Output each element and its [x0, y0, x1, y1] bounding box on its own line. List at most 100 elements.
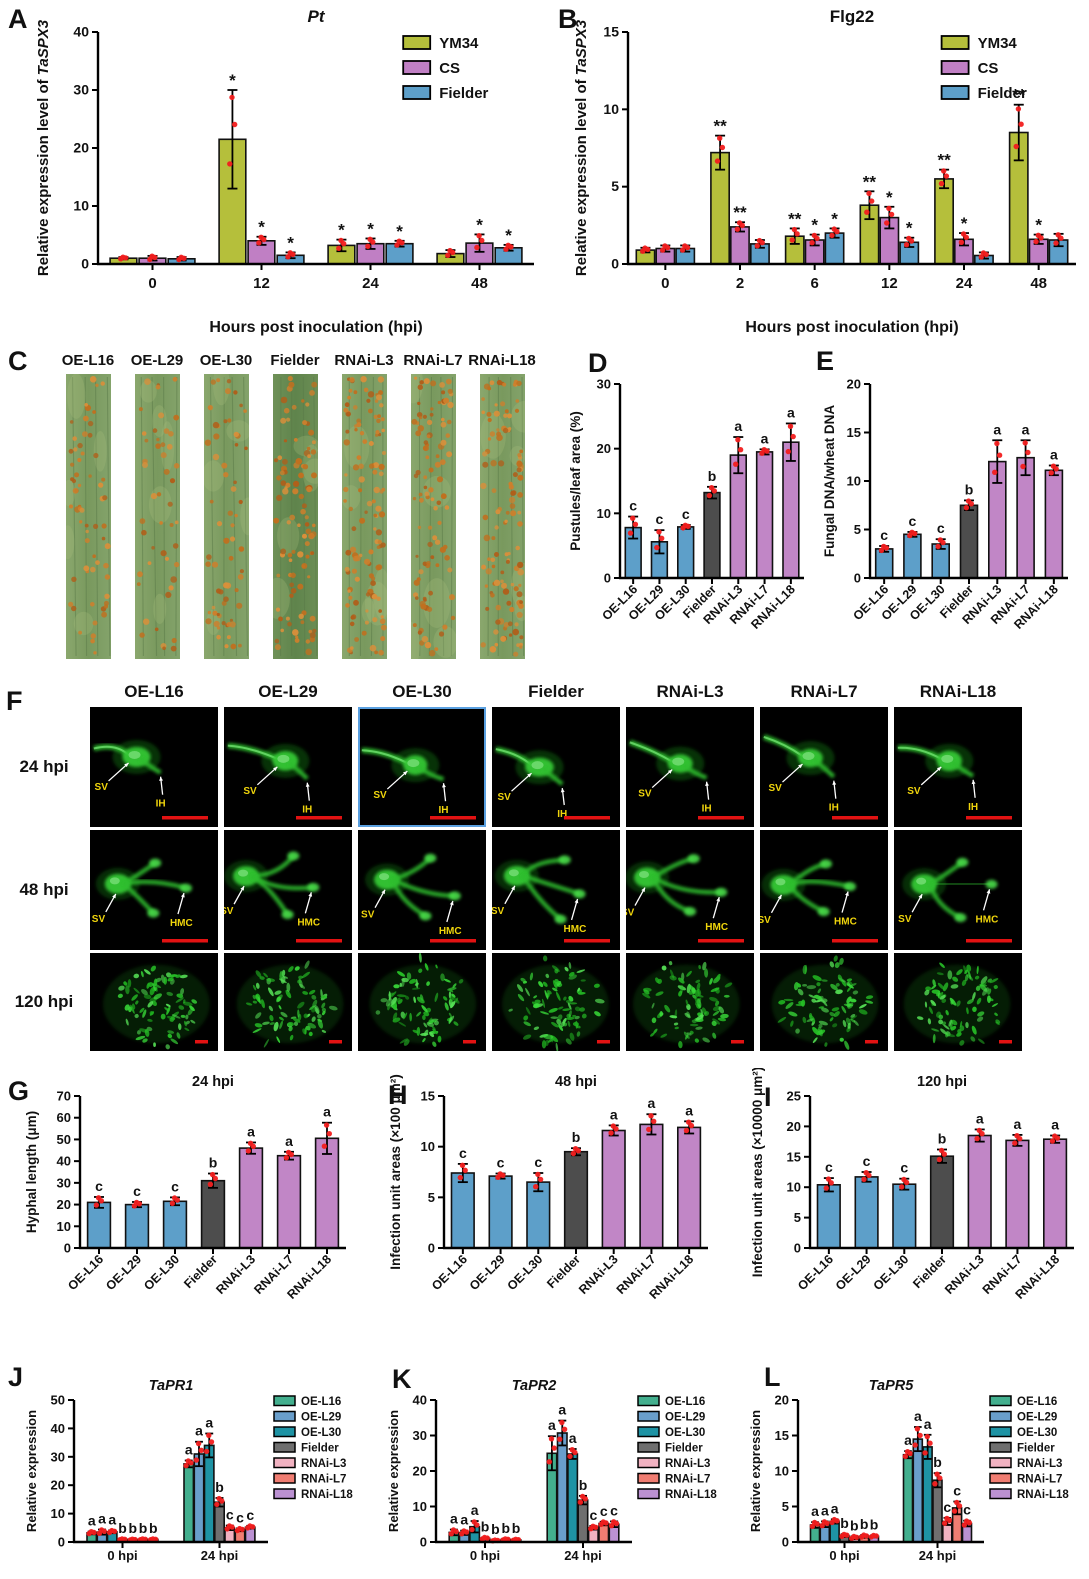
leaf-column: RNAi-L3 [332, 352, 396, 668]
leaf-image [272, 374, 318, 659]
microscopy-image: SV IH [90, 707, 218, 827]
svg-text:c: c [629, 498, 637, 514]
svg-text:c: c [95, 1178, 103, 1194]
svg-text:**: ** [863, 172, 877, 191]
svg-text:c: c [953, 1483, 961, 1499]
svg-text:SV: SV [626, 908, 635, 919]
svg-text:c: c [943, 1499, 951, 1515]
svg-text:YM34: YM34 [439, 35, 479, 52]
svg-text:20: 20 [775, 1393, 789, 1408]
svg-text:SV: SV [907, 786, 921, 797]
svg-text:c: c [534, 1154, 542, 1170]
svg-text:SV: SV [898, 914, 912, 925]
svg-text:*: * [476, 215, 483, 234]
svg-text:0: 0 [604, 571, 611, 586]
leaf-column: OE-L16 [56, 352, 120, 668]
svg-text:SV: SV [638, 789, 652, 800]
svg-text:b: b [708, 468, 717, 484]
scale-bar [597, 1040, 610, 1044]
chart-infection-area-120hpi: c OE-L16 c OE-L29 c OE-L30 b Fielder a RNAi-L3 a RN… [748, 1067, 1086, 1332]
svg-text:Fielder: Fielder [301, 1443, 339, 1455]
svg-text:48: 48 [1030, 275, 1047, 292]
svg-text:RNAi-L18: RNAi-L18 [665, 1489, 717, 1501]
svg-text:20: 20 [73, 140, 89, 156]
svg-text:5: 5 [782, 1499, 789, 1514]
svg-text:a: a [247, 1124, 255, 1140]
svg-text:a: a [205, 1415, 213, 1431]
svg-text:Fielder: Fielder [1017, 1443, 1055, 1455]
svg-text:30: 30 [73, 82, 89, 98]
leaf-label: RNAi-L7 [403, 352, 463, 369]
svg-text:a: a [1051, 1117, 1059, 1133]
svg-text:15: 15 [421, 1089, 435, 1104]
svg-text:OE-L29: OE-L29 [1017, 1412, 1057, 1424]
svg-text:a: a [914, 1408, 922, 1424]
svg-text:RNAi-L7: RNAi-L7 [301, 1474, 346, 1486]
svg-text:24: 24 [362, 275, 379, 292]
svg-text:b: b [215, 1479, 224, 1495]
leaf-column: OE-L30 [194, 352, 258, 668]
svg-text:a: a [88, 1513, 96, 1529]
svg-text:c: c [937, 520, 945, 536]
scale-bar [698, 939, 744, 943]
svg-text:TaPR1: TaPR1 [149, 1378, 194, 1394]
panel-letter-k: K [392, 1364, 412, 1394]
svg-text:a: a [904, 1432, 912, 1448]
leaf-column: RNAi-L7 [401, 352, 465, 668]
leaf-label: OE-L29 [130, 352, 184, 369]
panel-letter-f: F [6, 686, 23, 716]
svg-text:*: * [258, 218, 265, 237]
svg-text:*: * [1035, 216, 1042, 235]
svg-text:10: 10 [787, 1180, 801, 1195]
svg-text:a: a [924, 1416, 932, 1432]
svg-text:b: b [481, 1518, 490, 1534]
svg-text:*: * [886, 188, 893, 207]
microscopy-column-header: RNAi-L3 [656, 682, 724, 701]
svg-text:a: a [108, 1511, 116, 1527]
microscopy-column-header: RNAi-L18 [919, 682, 997, 701]
svg-text:10: 10 [847, 474, 861, 489]
svg-text:a: a [685, 1102, 693, 1118]
leaf-label: RNAi-L3 [334, 352, 394, 369]
svg-text:**: ** [713, 117, 727, 136]
svg-text:c: c [656, 511, 664, 527]
svg-text:b: b [149, 1520, 158, 1536]
svg-text:b: b [139, 1520, 148, 1536]
svg-text:a: a [195, 1423, 203, 1439]
chart-pt-expression: 0 * * * 12 * * * 24 * * 48 0 10 20 30 40 Pt Relative expre… [34, 2, 544, 340]
svg-text:10: 10 [57, 1219, 71, 1234]
svg-text:b: b [933, 1454, 942, 1470]
svg-text:b: b [965, 481, 974, 497]
svg-text:RNAi-L3: RNAi-L3 [213, 1252, 258, 1297]
svg-text:20: 20 [597, 441, 611, 456]
svg-text:5: 5 [794, 1210, 801, 1225]
svg-text:20: 20 [847, 377, 861, 392]
svg-text:a: a [1014, 1116, 1022, 1132]
svg-text:Relative expression: Relative expression [386, 1410, 401, 1532]
scale-bar [564, 939, 610, 943]
svg-text:c: c [825, 1159, 833, 1175]
svg-text:IH: IH [829, 803, 839, 814]
svg-text:OE-L30: OE-L30 [665, 1427, 705, 1439]
svg-text:c: c [963, 1502, 971, 1518]
svg-text:OE-L16: OE-L16 [795, 1252, 836, 1293]
scale-bar [999, 1040, 1012, 1044]
svg-text:c: c [909, 513, 917, 529]
svg-text:b: b [118, 1520, 127, 1536]
svg-text:0: 0 [794, 1241, 801, 1256]
microscopy-column-header: OE-L29 [258, 682, 318, 701]
svg-text:TaPR5: TaPR5 [869, 1378, 915, 1394]
scale-bar [162, 816, 208, 820]
svg-text:SV: SV [361, 910, 375, 921]
scale-bar [832, 816, 878, 820]
leaf-column: RNAi-L18 [468, 352, 536, 668]
microscopy-image: SV IH [358, 707, 486, 827]
svg-text:SV: SV [373, 790, 387, 801]
scale-bar [698, 816, 744, 820]
svg-text:a: a [285, 1133, 293, 1149]
svg-text:RNAi-L7: RNAi-L7 [665, 1474, 710, 1486]
svg-text:c: c [863, 1153, 871, 1169]
svg-text:0: 0 [81, 256, 89, 272]
svg-text:SV: SV [768, 783, 782, 794]
